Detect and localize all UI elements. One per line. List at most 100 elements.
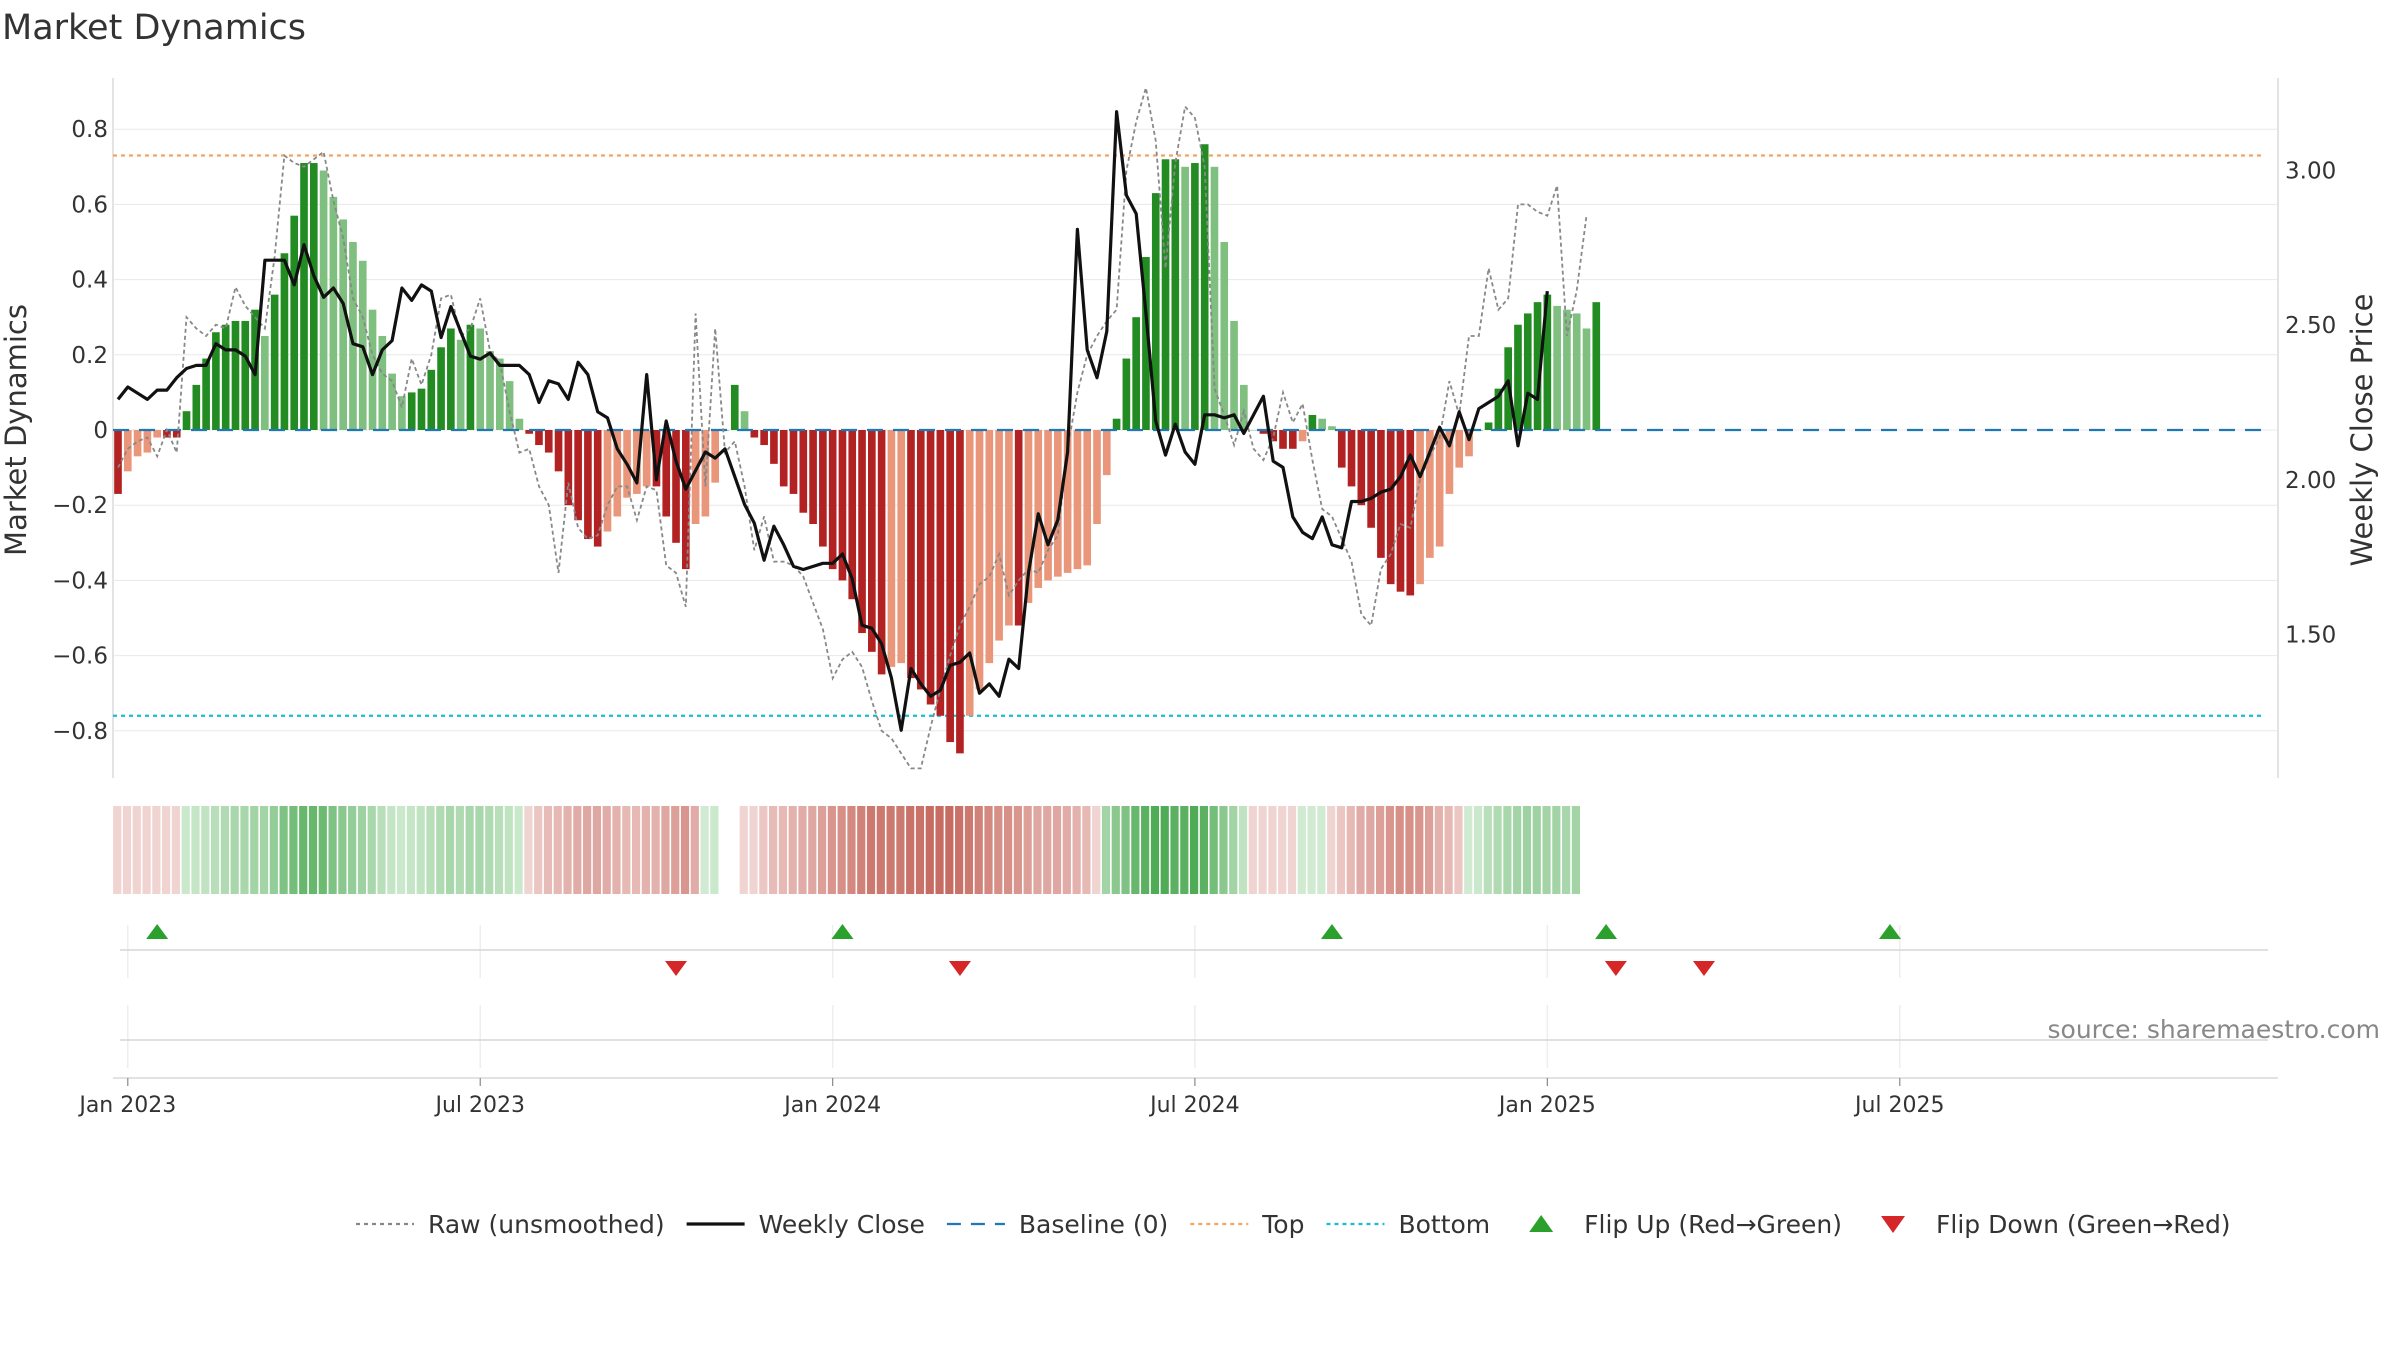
bar [1279,430,1287,449]
regime-strip-cell [289,806,298,894]
bar [133,430,142,457]
regime-strip-cell [308,806,318,894]
bar [740,411,749,430]
bar [417,388,426,430]
regime-strip-cell [769,806,778,894]
regime-strip-cell [671,806,680,894]
y-tick-label-right: 2.50 [2285,313,2336,339]
bar [1572,313,1581,430]
bar [280,253,289,430]
bar [584,430,592,540]
y-tick-label-left: −0.4 [52,568,108,594]
bar [1034,430,1043,588]
bar [476,328,485,430]
flip-down-marker [1604,961,1627,976]
regime-strip-cell [955,806,964,894]
regime-strip-cell [808,806,817,894]
regime-strip-cell [1043,806,1052,894]
bar [153,430,161,438]
regime-strip-cell [534,806,543,894]
regime-strip-cell [142,806,151,894]
regime-strip-cell [1532,806,1541,894]
regime-strip-cell [1493,806,1502,894]
bar [1347,430,1356,487]
bar [407,392,416,430]
bar [1298,430,1307,442]
bar [231,320,240,430]
regime-strip-cell [132,806,141,894]
regime-strip-cell [445,806,455,894]
bar [1181,166,1189,431]
bar [946,430,954,743]
regime-strip-cell [465,806,474,894]
regime-strip-cell [1101,806,1111,894]
regime-strip-cell [1072,806,1081,894]
regime-strip-cell [1209,806,1218,894]
y-tick-label-left: 0.6 [71,192,108,218]
bar [730,384,739,430]
regime-strip-cell [299,806,308,894]
bar [897,430,906,664]
legend-label: Flip Down (Green→Red) [1936,1210,2231,1239]
regime-strip-cell [1238,806,1248,894]
bar [770,430,778,464]
regime-strip-cell [1473,806,1483,894]
bar [819,430,827,547]
regime-strip-cell [485,806,494,894]
flip-up-marker [1320,924,1343,939]
bar [1171,159,1180,430]
legend-item: Bottom [1326,1210,1490,1239]
x-tick-label: Jan 2023 [77,1093,176,1118]
regime-strip-cell [896,806,905,894]
bar [995,430,1003,641]
bar [172,430,181,438]
regime-strip-cell [700,806,709,894]
regime-strip-cell [592,806,602,894]
regime-strip-cell [1376,806,1385,894]
regime-strip-cell [964,806,974,894]
regime-strip-cell [563,806,572,894]
bar [779,430,788,487]
bar [1288,430,1297,449]
bar [1142,257,1150,430]
bar [1112,418,1121,430]
regime-strip-cell [338,806,347,894]
regime-strip-cell [1248,806,1257,894]
regime-strip-cell [1562,806,1571,894]
regime-strip-cell [1327,806,1336,894]
bar [339,219,347,430]
bar [309,163,318,431]
regime-strip-cell [1033,806,1042,894]
legend-swatch [1881,1216,1906,1233]
bar [544,430,553,453]
regime-strip-cell [1199,806,1208,894]
weekly-close-line [116,110,1549,732]
regime-strip-cell [181,806,190,894]
bar [1494,388,1503,430]
regime-strip-cell [504,806,513,894]
regime-strip-cell [1395,806,1404,894]
regime-strip-cell [397,806,406,894]
regime-strip-cell [494,806,504,894]
regime-strip-cell [367,806,376,894]
regime-strip-cell [925,806,934,894]
regime-strip-cell [1131,806,1140,894]
regime-strip-cell [553,806,562,894]
regime-strip-cell [1190,806,1199,894]
bar [1435,430,1444,547]
bar [1220,242,1229,430]
y-tick-label-left: −0.8 [52,719,108,745]
regime-strip-cell [631,806,641,894]
legend-label: Weekly Close [759,1210,925,1239]
bar [515,418,524,430]
bar [212,332,220,430]
bar [858,430,866,634]
chart-title: Market Dynamics [2,8,307,48]
bar [1426,430,1434,558]
regime-strip-cell [1356,806,1365,894]
x-tick-label: Jul 2025 [1853,1093,1945,1118]
bar [163,430,171,438]
regime-strip-cell [1150,806,1160,894]
bar [241,320,250,430]
